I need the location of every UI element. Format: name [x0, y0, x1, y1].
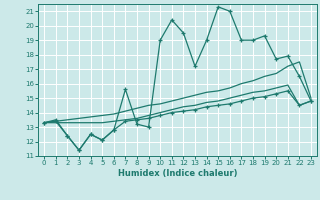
- X-axis label: Humidex (Indice chaleur): Humidex (Indice chaleur): [118, 169, 237, 178]
